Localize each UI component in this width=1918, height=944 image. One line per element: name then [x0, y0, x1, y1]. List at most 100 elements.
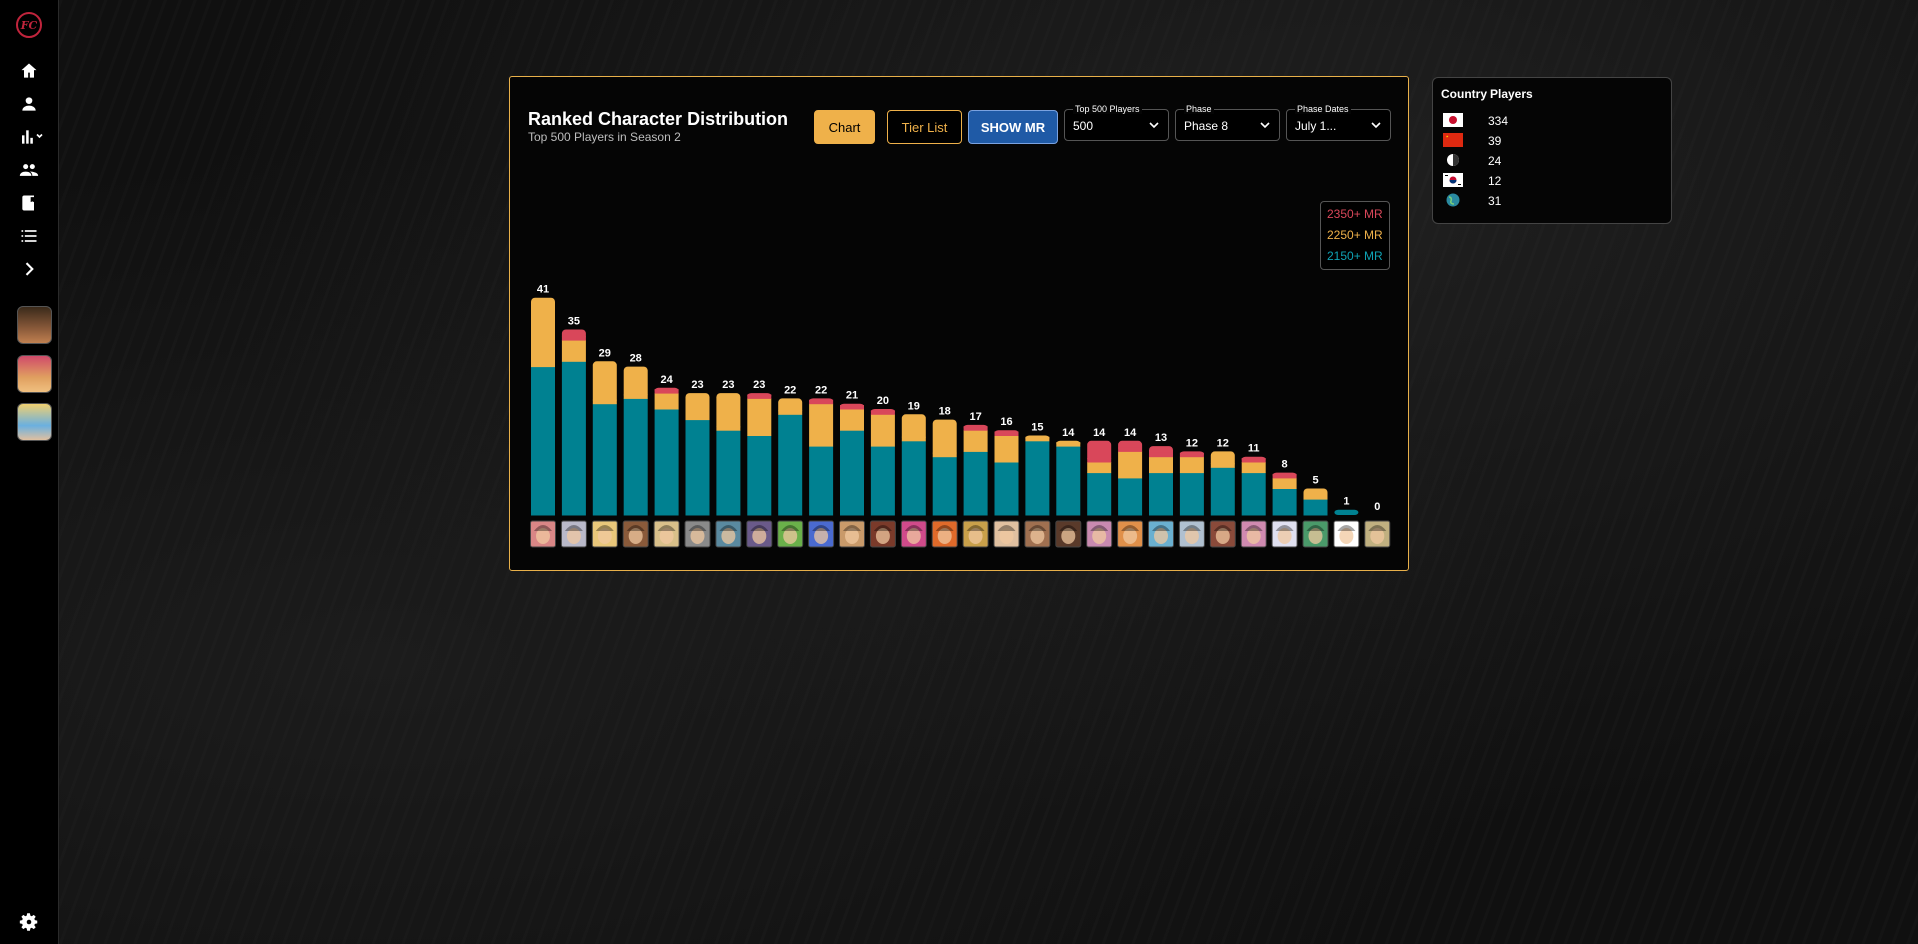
bar-segment[interactable] [716, 430, 741, 516]
bar-chart-icon[interactable] [16, 124, 48, 150]
portrait-face [1339, 528, 1354, 544]
bar-segment[interactable] [932, 419, 957, 457]
country-count: 24 [1488, 154, 1502, 168]
chevron-right-icon[interactable] [16, 256, 42, 282]
bar-segment[interactable] [592, 403, 617, 516]
gear-icon[interactable] [18, 911, 40, 933]
avatar[interactable] [17, 306, 52, 344]
phase-select[interactable]: Phase Phase 8 [1175, 104, 1280, 141]
bar-segment[interactable] [1179, 472, 1204, 516]
data-label: 22 [815, 384, 827, 396]
bar-segment[interactable] [963, 430, 988, 452]
portrait-hair [626, 525, 645, 531]
portrait-hair [1028, 525, 1047, 531]
bar-segment[interactable] [809, 446, 834, 516]
bar-segment[interactable] [654, 393, 679, 410]
bar-segment[interactable] [592, 361, 617, 404]
portrait-face [999, 528, 1014, 544]
bar-segment[interactable] [994, 435, 1019, 463]
japan-flag-icon [1443, 113, 1463, 127]
bar-segment[interactable] [1241, 462, 1266, 474]
data-label: 23 [753, 379, 765, 391]
avatar[interactable] [17, 403, 52, 441]
bar-segment[interactable] [1272, 488, 1297, 516]
bar-segment[interactable] [685, 393, 710, 420]
bar-segment[interactable] [901, 440, 926, 516]
bar-segment[interactable] [870, 414, 895, 447]
home-icon[interactable] [16, 58, 42, 84]
person-icon[interactable] [16, 91, 42, 117]
bar-segment[interactable] [1241, 472, 1266, 516]
bar-segment[interactable] [747, 435, 772, 516]
bar-segment[interactable] [531, 297, 555, 367]
list-icon[interactable] [16, 223, 42, 249]
bar-segment[interactable] [1118, 451, 1143, 479]
bar-segment[interactable] [1303, 499, 1328, 516]
phase-dates-select[interactable]: Phase Dates July 1... [1286, 104, 1391, 141]
portrait-face [1215, 528, 1230, 544]
bar-segment[interactable] [1025, 440, 1050, 516]
data-label: 41 [537, 284, 549, 296]
bar-segment[interactable] [561, 361, 586, 516]
bar-segment[interactable] [623, 398, 648, 516]
portrait-hair [812, 525, 831, 531]
bar-segment[interactable] [963, 451, 988, 516]
logo[interactable]: FC [16, 12, 42, 38]
bar-segment[interactable] [994, 462, 1019, 516]
bar-segment[interactable] [716, 393, 741, 431]
bar-segment-fill [994, 431, 1019, 436]
bar-segment[interactable] [1149, 456, 1173, 474]
people-icon[interactable] [16, 157, 42, 183]
bar-segment-fill [1118, 447, 1143, 452]
bar-segment[interactable] [685, 419, 710, 516]
data-label: 12 [1217, 437, 1229, 449]
avatar[interactable] [17, 355, 52, 393]
country-row: 24 [1443, 153, 1643, 169]
portrait-hair [719, 525, 738, 531]
bar-segment[interactable] [1087, 440, 1112, 462]
bar-segment[interactable] [1087, 462, 1112, 474]
bar-segment[interactable] [561, 340, 586, 362]
bar-segment[interactable] [1272, 477, 1297, 489]
country-row: 334 [1443, 113, 1643, 129]
tier-list-button[interactable]: Tier List [887, 110, 962, 144]
portrait-face [566, 528, 581, 544]
bar-segment[interactable] [654, 409, 679, 516]
portrait-face [1246, 528, 1261, 544]
bar-segment[interactable] [840, 409, 864, 431]
bar-segment[interactable] [932, 456, 957, 516]
bar-segment[interactable] [778, 414, 803, 516]
bar-segment[interactable] [840, 430, 864, 516]
bar-segment[interactable] [870, 446, 895, 516]
chevron-down-icon [1149, 122, 1159, 129]
bar-segment-fill [1149, 452, 1173, 458]
show-mr-button[interactable]: SHOW MR [968, 110, 1058, 144]
bar-segment[interactable] [747, 398, 772, 436]
data-label: 5 [1312, 475, 1318, 487]
top-players-select[interactable]: Top 500 Players 500 [1064, 104, 1169, 141]
bar-segment[interactable] [1179, 456, 1204, 474]
portrait-hair [1121, 525, 1140, 531]
country-players-panel: Country Players 334 39 24 12 31 [1432, 77, 1672, 224]
bar-segment[interactable] [809, 403, 834, 447]
bar-segment[interactable] [1149, 472, 1173, 516]
portrait-hair [997, 525, 1016, 531]
portrait-face [906, 528, 921, 544]
bar-segment[interactable] [901, 414, 926, 441]
bar-segment[interactable] [623, 366, 648, 399]
bar-segment[interactable] [1210, 467, 1235, 516]
book-icon[interactable] [16, 190, 42, 216]
country-row: 31 [1443, 193, 1643, 209]
bar-segment[interactable] [1334, 509, 1359, 515]
unknown-flag-icon [1447, 154, 1459, 166]
chart-button[interactable]: Chart [814, 110, 875, 144]
bar-segment[interactable] [1087, 472, 1112, 516]
portrait-face [968, 528, 983, 544]
bar-segment[interactable] [1056, 446, 1081, 516]
bar-segment[interactable] [1118, 477, 1143, 516]
bar-segment[interactable] [531, 366, 555, 516]
legend-item-2150: 2150+ MR [1327, 249, 1383, 263]
portrait-face [721, 528, 736, 544]
data-label: 12 [1186, 437, 1198, 449]
country-count: 334 [1488, 114, 1509, 128]
